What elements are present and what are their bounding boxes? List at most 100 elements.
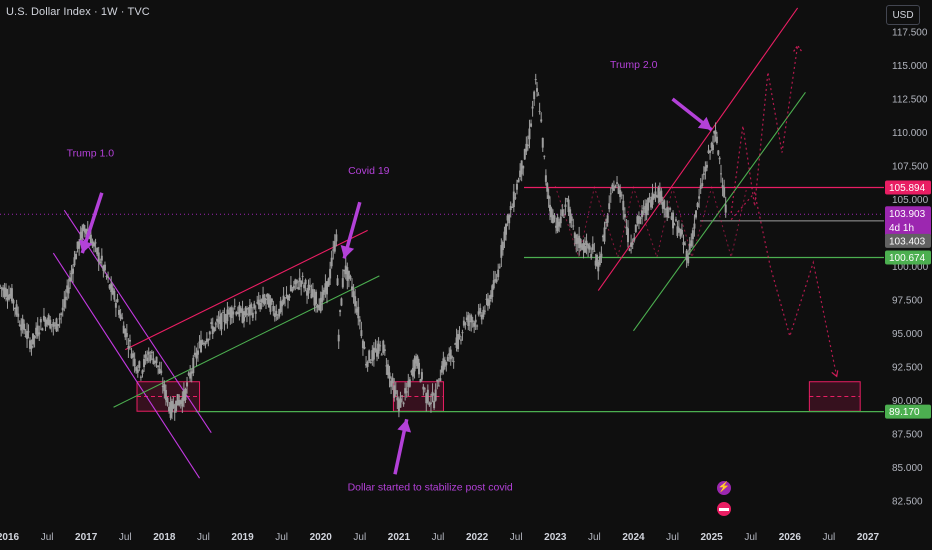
candle-body	[500, 244, 503, 258]
candle-body	[217, 319, 220, 323]
candle-body	[479, 307, 482, 314]
time-axis-bg	[0, 520, 932, 550]
flag-icon[interactable]: ▬	[717, 502, 731, 516]
lightning-icon[interactable]: ⚡	[717, 481, 731, 495]
annotation-label: Covid 19	[348, 165, 390, 177]
candle-body	[547, 195, 550, 199]
candle-body	[32, 333, 35, 345]
candle-body	[355, 308, 358, 313]
candle-body	[187, 373, 190, 375]
candle-body	[343, 269, 346, 272]
candle-body	[376, 349, 379, 357]
annotation-arrow-head	[697, 116, 712, 130]
candle-body	[625, 226, 628, 229]
candle-body	[537, 94, 540, 96]
candle-body	[471, 320, 474, 322]
candle-body	[443, 359, 446, 367]
level-badge-105894	[885, 180, 931, 195]
candle-body	[658, 191, 661, 203]
candle-body	[680, 229, 683, 235]
candle-body	[536, 88, 539, 92]
candle-body	[128, 339, 131, 342]
candle-body	[611, 184, 614, 189]
annotations-layer: Trump 1.0 Covid 19 Trump 2.0 Dollar started…	[67, 59, 713, 493]
candle-body	[155, 356, 158, 364]
candle-body	[288, 295, 291, 298]
candle-body	[196, 350, 199, 355]
candle-body	[195, 352, 198, 359]
candle-body	[152, 358, 155, 364]
candle-body	[0, 287, 3, 289]
candle-body	[53, 324, 56, 326]
extra-price-badge	[885, 233, 931, 248]
candle-body	[498, 266, 501, 268]
candle-body	[530, 123, 533, 127]
candle-body	[426, 389, 429, 403]
candle-body	[150, 351, 153, 354]
candle-body	[133, 358, 136, 367]
candle-body	[301, 275, 304, 277]
candle-body	[695, 210, 697, 218]
candle-body	[327, 278, 330, 287]
candle-body	[319, 297, 322, 312]
candle-body	[641, 210, 644, 218]
candle-body	[224, 321, 227, 324]
candle-body	[494, 279, 497, 281]
candle-body	[3, 287, 6, 297]
candle-body	[265, 298, 267, 301]
candle-body	[514, 197, 517, 199]
currency-selector[interactable]: USD	[886, 5, 920, 25]
time-tick-label: 2027	[857, 532, 880, 543]
candle-body	[339, 310, 342, 312]
candle-body	[18, 324, 21, 326]
candle-body	[315, 291, 318, 305]
candle-body	[75, 253, 78, 260]
last-price-badge	[885, 206, 931, 237]
candle-body	[721, 185, 724, 188]
candle-body	[58, 318, 61, 320]
time-axis[interactable]: 2016 Jul 2017 Jul 2018 Jul 2019 Jul 2020 Jul 2021 J…	[0, 520, 932, 550]
candle-body	[707, 150, 710, 154]
candle-body	[437, 385, 440, 387]
candle-body	[125, 332, 128, 337]
candle-body	[57, 324, 60, 327]
candle-body	[623, 213, 626, 218]
time-tick-label: 2023	[544, 532, 567, 543]
candle-body	[464, 322, 467, 326]
candle-body	[379, 345, 382, 347]
chart-title: U.S. Dollar Index · 1W · TVC	[6, 6, 150, 18]
candle-body	[363, 346, 366, 349]
candle-body	[158, 368, 161, 374]
candle-body	[451, 356, 454, 358]
candle-body	[546, 183, 549, 192]
candle-body	[304, 279, 307, 285]
candle-body	[404, 388, 407, 394]
candle-body	[244, 307, 247, 316]
candle-body	[186, 382, 189, 387]
candle-body	[138, 361, 141, 368]
candle-body	[564, 204, 567, 208]
candle-body	[178, 399, 181, 406]
candle-body	[506, 215, 509, 221]
candle-body	[284, 297, 287, 299]
candle-body	[588, 245, 591, 250]
candle-body	[103, 264, 106, 271]
candle-body	[201, 343, 204, 345]
candle-body	[439, 378, 442, 382]
price-axis[interactable]: 82.500 85.000 87.500 90.000 92.500 95.000 97.5…	[884, 0, 932, 550]
level-badge-89170-text: 89.170	[889, 407, 920, 418]
candle-body	[130, 353, 133, 359]
candle-body	[262, 294, 265, 303]
time-tick-label: 2022	[466, 532, 489, 543]
candle-body	[336, 278, 339, 286]
candle-body	[394, 390, 397, 395]
candle-body	[654, 191, 657, 197]
time-tick-label: 2018	[153, 532, 176, 543]
candle-body	[411, 367, 414, 377]
downtrend-channel-upper	[63, 209, 212, 433]
candle-body	[168, 406, 171, 412]
candle-body	[594, 260, 597, 266]
time-tick-label: 2026	[779, 532, 802, 543]
candle-body	[263, 298, 266, 304]
